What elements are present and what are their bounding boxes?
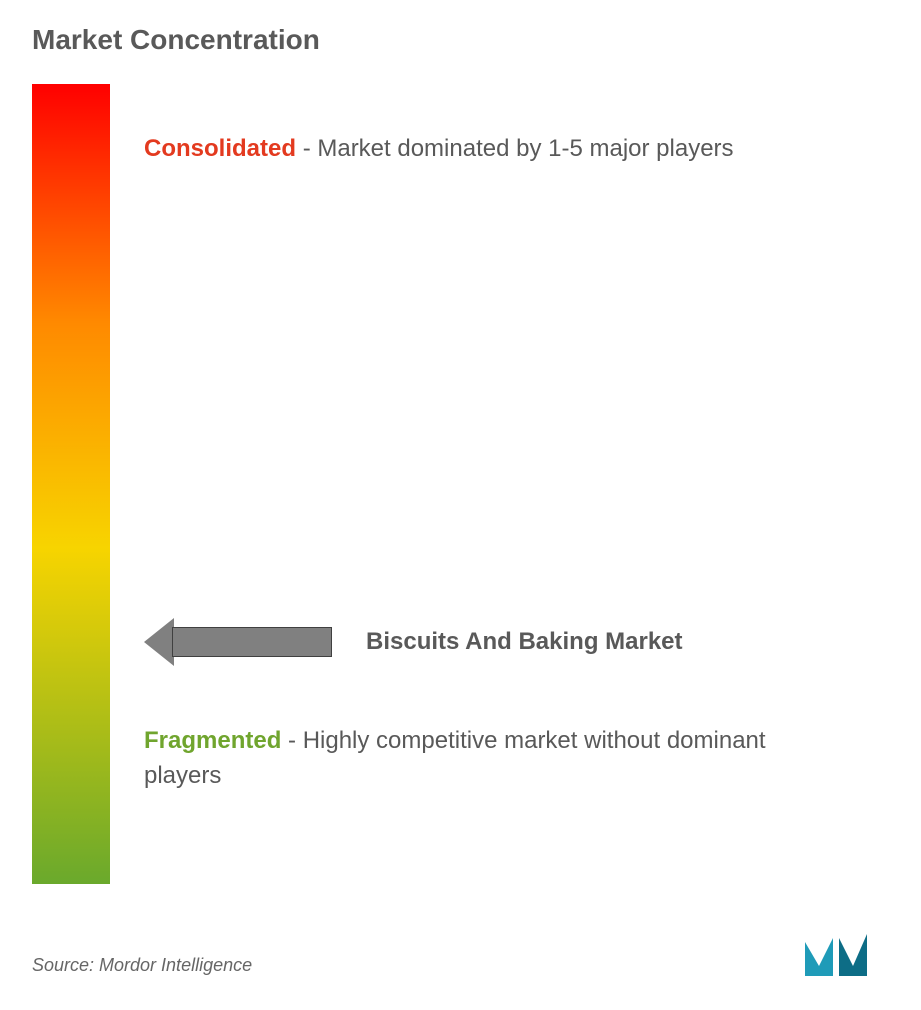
arrow-head-icon (144, 618, 174, 666)
arrow-left-icon (144, 618, 332, 666)
footer: Source: Mordor Intelligence (32, 932, 889, 976)
market-name-label: Biscuits And Baking Market (366, 628, 683, 656)
chart-title: Market Concentration (32, 24, 889, 56)
mordor-logo-icon (805, 932, 889, 976)
consolidated-label: Consolidated - Market dominated by 1-5 m… (144, 132, 849, 167)
labels-column: Consolidated - Market dominated by 1-5 m… (144, 84, 889, 884)
arrow-body-icon (172, 627, 332, 657)
source-text: Source: Mordor Intelligence (32, 955, 252, 976)
consolidated-keyword: Consolidated (144, 135, 296, 162)
concentration-gradient-bar (32, 84, 110, 884)
fragmented-keyword: Fragmented (144, 727, 281, 754)
chart-body: Consolidated - Market dominated by 1-5 m… (32, 84, 889, 884)
consolidated-desc: - Market dominated by 1-5 major players (303, 135, 734, 162)
market-position-arrow-row: Biscuits And Baking Market (144, 618, 683, 666)
fragmented-label: Fragmented - Highly competitive market w… (144, 724, 849, 794)
